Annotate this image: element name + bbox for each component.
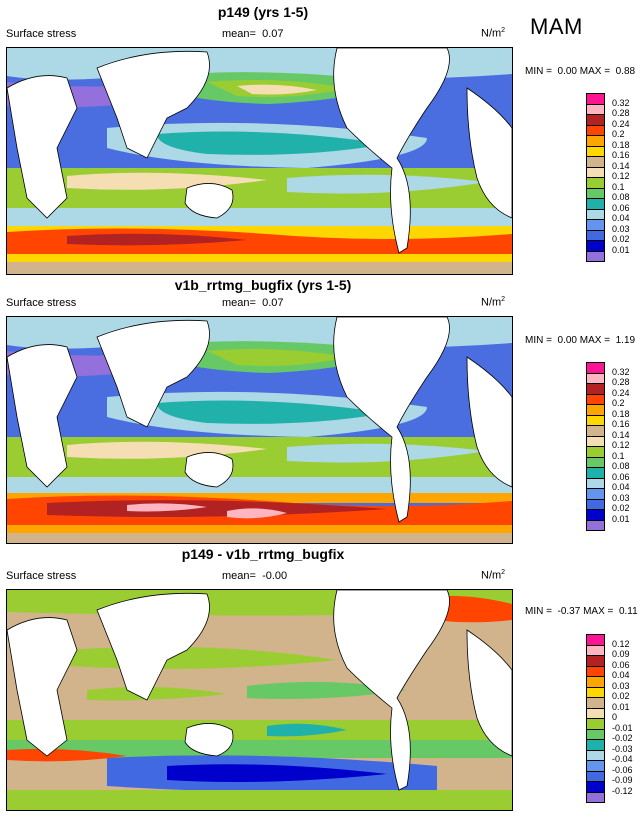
- legend-label: 0.06: [612, 471, 630, 482]
- legend-label: 0: [612, 712, 618, 722]
- legend-label: -0.02: [612, 733, 633, 743]
- legend-label: 0.2: [612, 129, 625, 139]
- max-label: MAX =: [579, 66, 611, 77]
- mean-label: mean=: [222, 28, 256, 40]
- legend-label: 0.01: [612, 701, 630, 712]
- legend-label: -0.06: [612, 764, 633, 775]
- legend-label: 0.08: [612, 192, 630, 202]
- legend-label: 0.18: [612, 408, 630, 419]
- stress-difference-map: [7, 590, 512, 810]
- mean-label: mean=: [222, 570, 256, 582]
- panel-1-map: [6, 47, 513, 275]
- legend-label: -0.12: [612, 785, 633, 796]
- panel-3-minmax: MIN = -0.37 MAX = 0.11: [525, 606, 638, 617]
- panel-3-title: p149 - v1b_rrtmg_bugfix: [181, 546, 345, 562]
- panel-3-unit: N/m2: [481, 569, 505, 582]
- legend-label: 0.06: [612, 202, 630, 213]
- legend-label: 0.32: [612, 366, 630, 377]
- legend-color-box: [586, 250, 605, 262]
- min-value: 0.00: [557, 66, 577, 77]
- panel-1-variable: Surface stress: [6, 28, 77, 40]
- legend-label: -0.01: [612, 722, 633, 733]
- panel-1-title: p149 (yrs 1-5): [217, 4, 309, 20]
- legend-label: 0.09: [612, 649, 630, 659]
- legend-label: 0.03: [612, 492, 630, 503]
- unit-exponent: 2: [501, 296, 506, 303]
- stress-field-map: [7, 48, 512, 274]
- legend-label: 0.1: [612, 181, 625, 192]
- mean-label: mean=: [222, 297, 256, 309]
- min-value: -0.37: [557, 606, 581, 617]
- panel-3-variable: Surface stress: [6, 570, 77, 582]
- panel-2-title: v1b_rrtmg_bugfix (yrs 1-5): [174, 277, 352, 293]
- panel-2-mean: mean= 0.07: [222, 297, 284, 309]
- legend-label: 0.16: [612, 150, 630, 160]
- max-value: 1.19: [615, 335, 636, 346]
- unit-text: N/m: [481, 27, 502, 40]
- max-label: MAX =: [579, 335, 611, 346]
- max-label: MAX =: [583, 606, 614, 617]
- mean-value: -0.00: [262, 570, 288, 582]
- legend-label: 0.01: [612, 244, 630, 255]
- legend-label: 0.32: [612, 97, 630, 108]
- legend-label: -0.03: [612, 743, 633, 754]
- max-value: 0.11: [618, 606, 638, 617]
- legend-color-box: [586, 791, 605, 803]
- max-value: 0.88: [615, 66, 636, 77]
- min-label: MIN =: [525, 335, 552, 346]
- legend-label: 0.04: [612, 213, 630, 223]
- legend-label: 0.24: [612, 118, 630, 129]
- panel-1-minmax: MIN = 0.00 MAX = 0.88: [525, 66, 635, 77]
- legend-label: 0.18: [612, 139, 630, 150]
- legend-label: 0.14: [612, 429, 630, 440]
- legend-label: 0.16: [612, 419, 630, 429]
- legend-label: 0.12: [612, 440, 630, 450]
- legend-label: 0.12: [612, 638, 630, 649]
- legend-label: 0.14: [612, 160, 630, 171]
- legend-label: 0.03: [612, 680, 630, 691]
- legend-label: 0.03: [612, 223, 630, 234]
- legend-label: 0.1: [612, 450, 625, 461]
- legend-label: 0.02: [612, 234, 630, 244]
- legend-label: -0.09: [612, 775, 633, 785]
- legend-label: 0.06: [612, 659, 630, 670]
- mean-value: 0.07: [262, 297, 284, 309]
- legend-label: 0.08: [612, 461, 630, 471]
- unit-exponent: 2: [501, 569, 506, 576]
- panel-2-minmax: MIN = 0.00 MAX = 1.19: [525, 335, 635, 346]
- panel-2-variable: Surface stress: [6, 297, 77, 309]
- min-label: MIN =: [525, 66, 552, 77]
- season-label: MAM: [530, 14, 583, 39]
- min-label: MIN =: [525, 606, 552, 617]
- legend-label: 0.02: [612, 691, 630, 701]
- stress-field-map: [7, 317, 512, 543]
- panel-1-unit: N/m2: [481, 27, 505, 40]
- legend-label: 0.02: [612, 503, 630, 513]
- mean-value: 0.07: [262, 28, 284, 40]
- panel-3-map: [6, 589, 513, 811]
- unit-exponent: 2: [501, 27, 506, 34]
- panel-2-unit: N/m2: [481, 296, 505, 309]
- legend-color-box: [586, 519, 605, 531]
- panel-3-mean: mean= -0.00: [222, 570, 287, 582]
- legend-label: 0.04: [612, 670, 630, 680]
- panel-2-map: [6, 316, 513, 544]
- unit-text: N/m: [481, 296, 502, 309]
- unit-text: N/m: [481, 569, 502, 582]
- legend-label: 0.04: [612, 482, 630, 492]
- legend-label: 0.28: [612, 108, 630, 118]
- panel-1-mean: mean= 0.07: [222, 28, 284, 40]
- legend-label: 0.01: [612, 513, 630, 524]
- legend-label: 0.28: [612, 377, 630, 387]
- legend-label: -0.04: [612, 754, 633, 764]
- legend-label: 0.2: [612, 398, 625, 408]
- legend-label: 0.24: [612, 387, 630, 398]
- legend-label: 0.12: [612, 171, 630, 181]
- min-value: 0.00: [557, 335, 577, 346]
